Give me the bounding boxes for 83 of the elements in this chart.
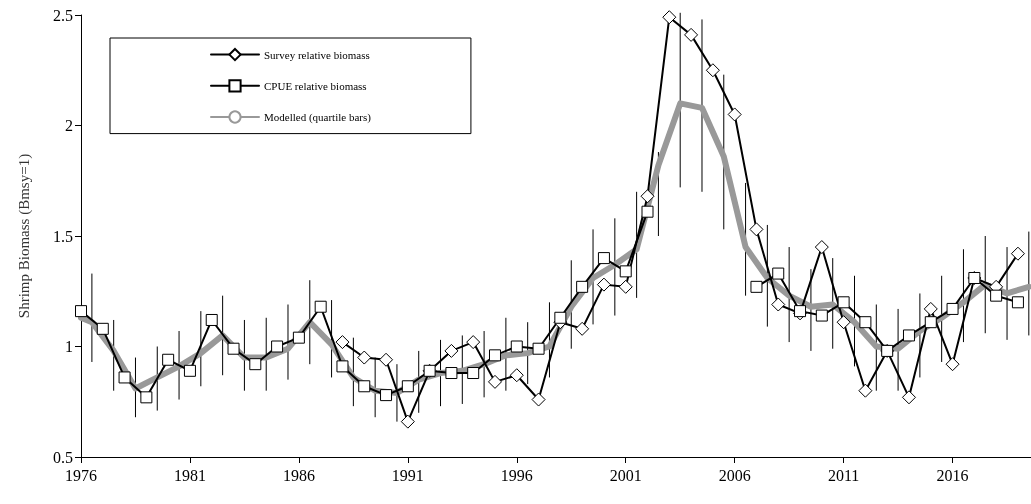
point — [358, 380, 371, 393]
point — [509, 368, 524, 383]
point — [510, 340, 523, 353]
point — [1010, 246, 1025, 261]
x-tick-label: 2011 — [827, 466, 860, 484]
point — [576, 280, 589, 293]
point — [271, 340, 284, 353]
point — [772, 267, 785, 280]
point — [814, 240, 829, 255]
point — [859, 316, 872, 329]
point — [945, 357, 960, 372]
point — [227, 342, 240, 355]
point — [815, 309, 828, 322]
x-tick-label: 2001 — [609, 466, 642, 484]
x-tick-label: 1996 — [500, 466, 533, 484]
point — [923, 301, 938, 316]
point — [140, 391, 153, 404]
point — [618, 279, 633, 294]
point — [749, 222, 764, 237]
point — [401, 380, 414, 393]
point — [466, 335, 481, 350]
y-tick-label: 0.5 — [53, 448, 73, 466]
y-tick-label: 1.5 — [53, 227, 73, 245]
y-tick-label: 2.5 — [53, 6, 73, 24]
point — [357, 350, 372, 365]
point — [901, 390, 916, 405]
point — [750, 280, 763, 293]
point — [946, 302, 959, 315]
point — [96, 322, 109, 335]
point — [423, 364, 436, 377]
point — [487, 374, 502, 389]
point — [400, 414, 415, 429]
point — [162, 353, 175, 366]
y-axis-title: Shrimp Biomass (Bmsy=1) — [15, 153, 33, 319]
point — [532, 342, 545, 355]
point — [836, 315, 851, 330]
legend-label: CPUE relative biomass — [264, 79, 367, 92]
point — [881, 344, 894, 357]
point — [1011, 296, 1024, 309]
point — [902, 329, 915, 342]
point — [531, 392, 546, 407]
point — [641, 205, 654, 218]
legend-label: Survey relative biomass — [264, 48, 370, 61]
point — [597, 252, 610, 265]
point — [771, 297, 786, 312]
point — [183, 364, 196, 377]
point — [118, 371, 131, 384]
point — [488, 349, 501, 362]
point — [619, 265, 632, 278]
point — [837, 296, 850, 309]
point — [249, 358, 262, 371]
point — [380, 389, 393, 402]
x-tick-label: 1976 — [65, 466, 97, 484]
point — [684, 27, 699, 42]
point — [75, 305, 87, 318]
point — [662, 10, 677, 25]
point — [968, 271, 981, 284]
point — [292, 331, 305, 344]
point — [554, 311, 567, 324]
point — [705, 63, 720, 78]
y-tick-label: 1 — [65, 338, 73, 355]
point — [575, 321, 590, 336]
point — [858, 383, 873, 398]
y-tick-label: 2 — [65, 117, 73, 134]
point — [336, 360, 349, 373]
point — [990, 289, 1003, 302]
point — [924, 316, 937, 329]
legend-label: Modelled (quartile bars) — [264, 111, 372, 124]
x-tick-label: 1981 — [173, 466, 206, 484]
point — [727, 107, 742, 122]
point — [205, 313, 218, 326]
point — [467, 367, 480, 380]
x-tick-label: 1991 — [391, 466, 424, 484]
x-tick-label: 2006 — [718, 466, 751, 484]
point — [596, 277, 611, 292]
x-tick-label: 1986 — [282, 466, 315, 484]
point — [445, 367, 458, 380]
point — [314, 300, 327, 313]
point — [379, 352, 394, 367]
point — [640, 189, 655, 204]
point — [444, 343, 459, 358]
x-tick-label: 2016 — [936, 466, 969, 484]
point — [335, 335, 350, 350]
